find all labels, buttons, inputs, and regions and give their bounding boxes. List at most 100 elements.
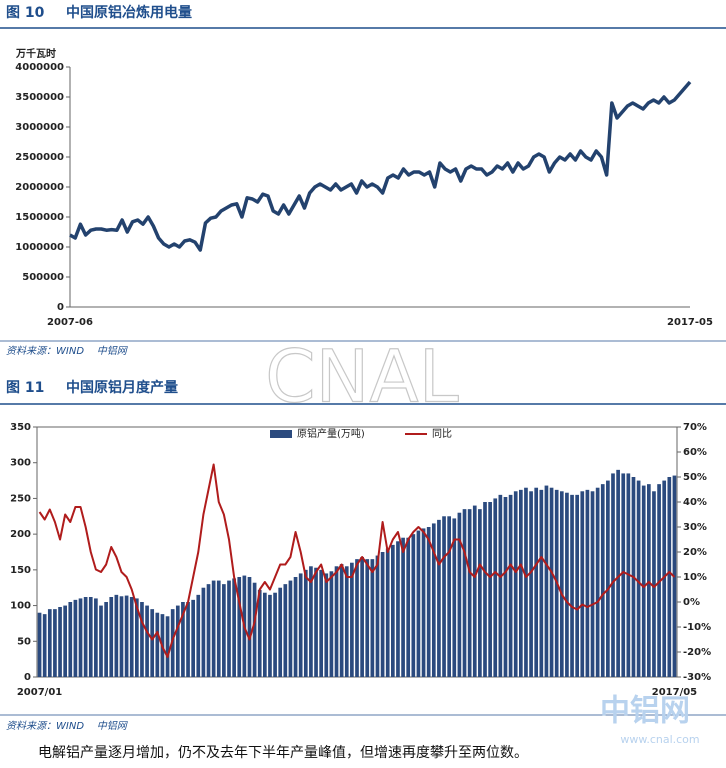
figure-number: 图 10 [6,5,45,21]
bar [472,505,477,677]
bar [114,594,119,677]
bar [298,573,303,677]
y-tick-label: 0 [57,302,64,313]
bar [222,584,226,677]
bar [390,544,395,677]
y2-tick-label: 70% [683,422,707,433]
bar [273,592,277,677]
bar [611,473,615,677]
y-tick-label: 2000000 [15,182,64,193]
y-tick-label: 3000000 [15,122,64,133]
legend-swatch [270,430,292,438]
bar [191,599,196,677]
bar [416,530,421,677]
bar [329,571,334,677]
bar [181,602,185,677]
y-tick-label: 3500000 [15,92,64,103]
bar [375,555,380,677]
bar [426,527,431,677]
bar [150,609,155,677]
bar [339,564,344,677]
bar [134,598,139,677]
bar [539,489,544,677]
bar [104,602,108,677]
bar [124,595,129,677]
bar [452,518,457,677]
x-tick-label: 2007-06 [47,317,93,328]
bar [99,605,103,677]
bar [544,485,549,677]
bar [53,609,57,677]
bar [370,559,375,677]
bar [155,612,160,677]
bar [58,607,62,677]
bar [257,589,262,677]
figure-title: 中国原铝冶炼用电量 [66,4,192,21]
caption: 电解铝产量逐月增加，仍不及去年下半年产量峰值，但增速再度攀升至两位数。 [38,745,528,761]
bar [457,512,462,677]
bar [437,519,441,677]
bar [78,598,83,677]
bar [227,580,231,677]
bar [406,537,411,677]
bar [319,569,324,677]
bar [646,484,651,677]
bar [109,597,114,677]
bar [350,562,354,677]
bar [334,566,339,677]
bar [37,612,42,677]
y2-tick-label: -20% [683,647,711,658]
y-tick-label: 200 [10,529,31,540]
x-tick-label: 2017/05 [652,687,697,698]
x-tick-label: 2007/01 [17,687,62,698]
bar [411,534,416,677]
line [38,463,676,658]
y2-tick-label: -10% [683,622,711,633]
bar [431,523,436,677]
y2-tick-label: 40% [683,497,707,508]
bar [175,605,180,677]
y-tick-label: 2500000 [15,152,64,163]
bar [186,602,190,677]
x-tick-label: 2017-05 [667,317,713,328]
watermark: CNAL [265,335,459,419]
bar [119,596,124,677]
y-tick-label: 0 [24,672,31,683]
bar [636,480,641,677]
source: 资料来源：WIND 中铝网 [6,345,129,357]
bar [206,584,211,677]
bar [585,489,590,677]
bar [380,552,385,677]
source: 资料来源：WIND 中铝网 [6,720,129,732]
line [69,80,692,252]
y-tick-label: 250 [10,493,31,504]
bar [278,587,283,677]
legend-label: 原铝产量(万吨) [297,427,365,440]
y-tick-label: 500000 [22,272,64,283]
y-tick-label: 50 [17,636,31,647]
bar [513,491,518,677]
bar [360,557,364,677]
y2-tick-label: 0% [683,597,700,608]
y2-tick-label: 60% [683,447,707,458]
bar [621,473,626,677]
bar [493,498,498,677]
bar [529,491,533,677]
bar [68,602,73,677]
figure-title: 中国原铝月度产量 [66,379,178,396]
y2-tick-label: 20% [683,547,707,558]
bar [129,597,134,677]
bar [355,559,359,677]
bar [652,491,656,677]
bar [252,582,257,677]
y-tick-label: 300 [10,458,31,469]
bar [559,491,564,677]
bar [283,584,288,677]
figure-number: 图 11 [6,380,44,396]
bar [467,509,472,677]
bar [73,599,78,677]
bar [165,616,170,677]
y2-tick-label: 30% [683,522,707,533]
bar [196,594,201,677]
